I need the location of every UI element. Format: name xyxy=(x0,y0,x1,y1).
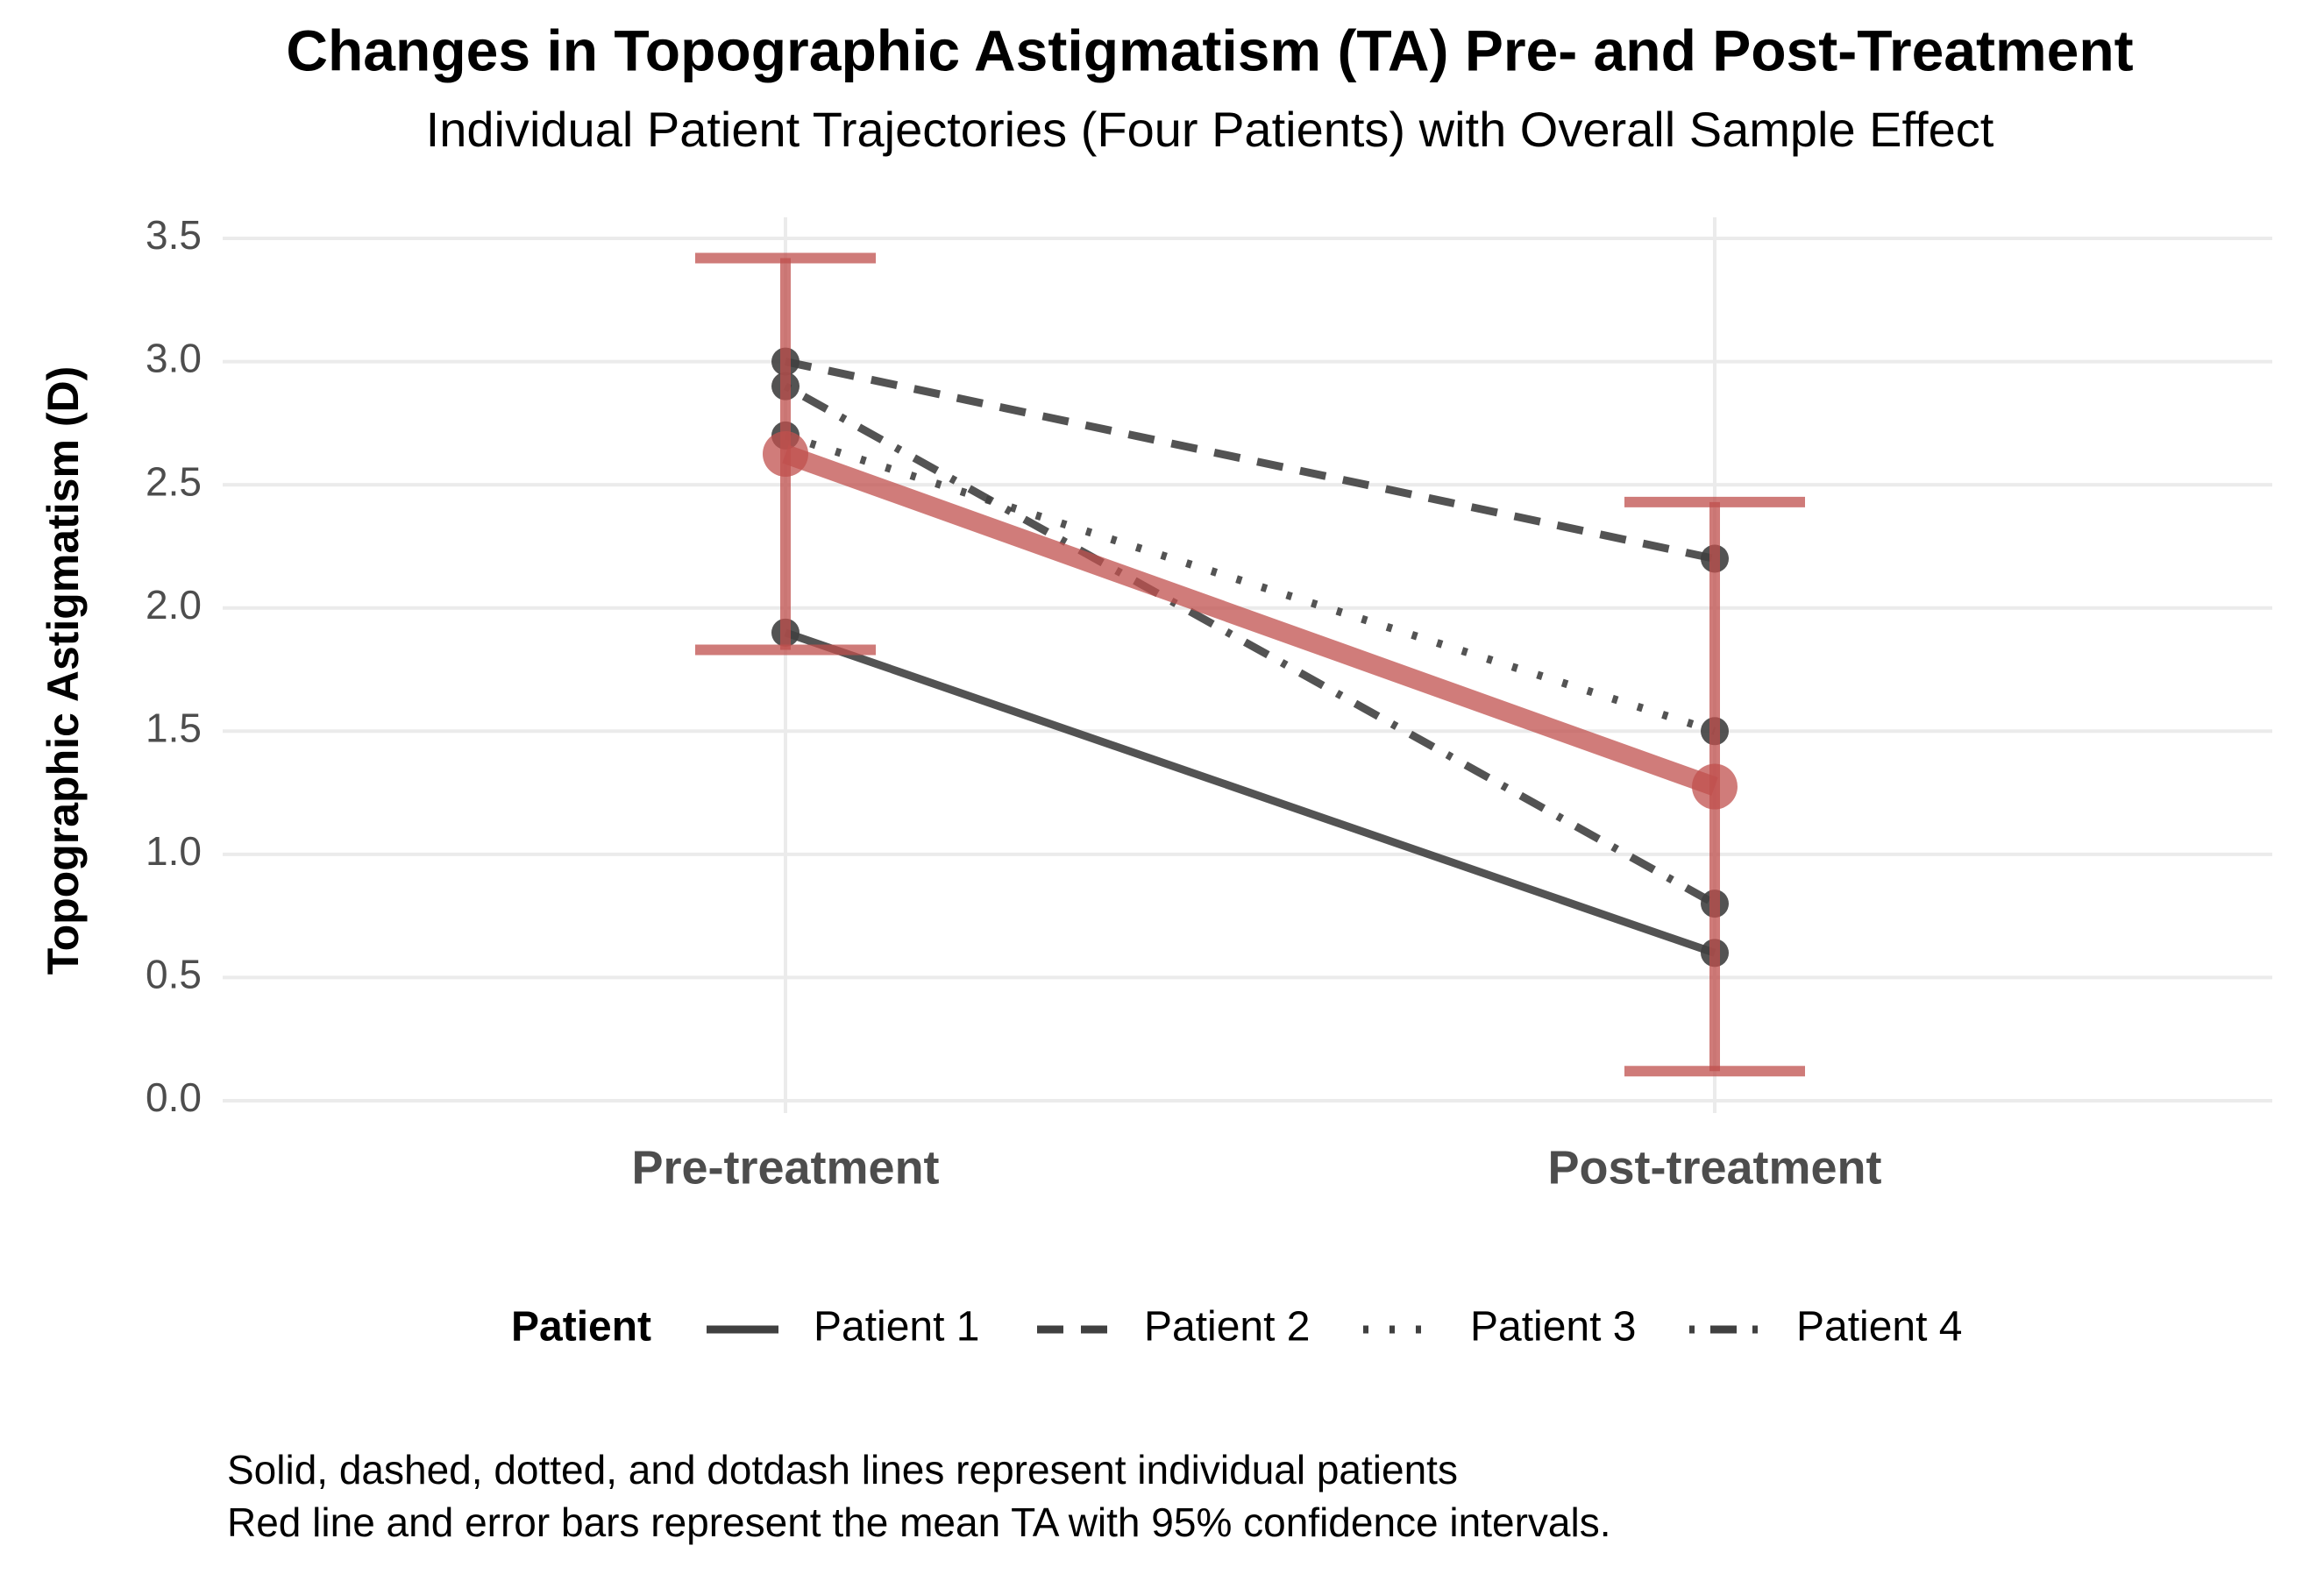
chart-subtitle: Individual Patient Trajectories (Four Pa… xyxy=(426,102,1994,157)
mean-point xyxy=(763,431,808,477)
caption: Solid, dashed, dotted, and dotdash lines… xyxy=(227,1447,1458,1492)
caption: Red line and error bars represent the me… xyxy=(227,1499,1611,1545)
y-tick-label: 2.0 xyxy=(146,582,202,627)
patient-line xyxy=(784,628,1716,957)
y-tick-label: 1.5 xyxy=(146,705,202,750)
y-tick-label: 2.5 xyxy=(146,458,202,504)
chart-title: Changes in Topographic Astigmatism (TA) … xyxy=(286,18,2133,82)
legend-title: Patient xyxy=(511,1304,651,1351)
y-tick-label: 0.0 xyxy=(146,1074,202,1120)
y-tick-label: 3.0 xyxy=(146,336,202,381)
y-tick-label: 1.0 xyxy=(146,828,202,874)
y-tick-label: 0.5 xyxy=(146,952,202,997)
legend-label: Patient 1 xyxy=(814,1304,979,1351)
legend-label: Patient 2 xyxy=(1144,1304,1310,1351)
x-tick-label: Pre-treatment xyxy=(631,1141,939,1194)
x-tick-label: Post-treatment xyxy=(1547,1141,1881,1194)
y-axis-label: Topographic Astigmatism (D) xyxy=(39,366,88,975)
legend-label: Patient 3 xyxy=(1470,1304,1636,1351)
mean-point xyxy=(1692,763,1738,810)
legend-label: Patient 4 xyxy=(1796,1304,1962,1351)
patient-line xyxy=(785,358,1716,563)
y-tick-label: 3.5 xyxy=(146,212,202,258)
patient-line xyxy=(784,431,1716,735)
mean-line xyxy=(782,444,1718,796)
patient-line xyxy=(783,382,1717,908)
